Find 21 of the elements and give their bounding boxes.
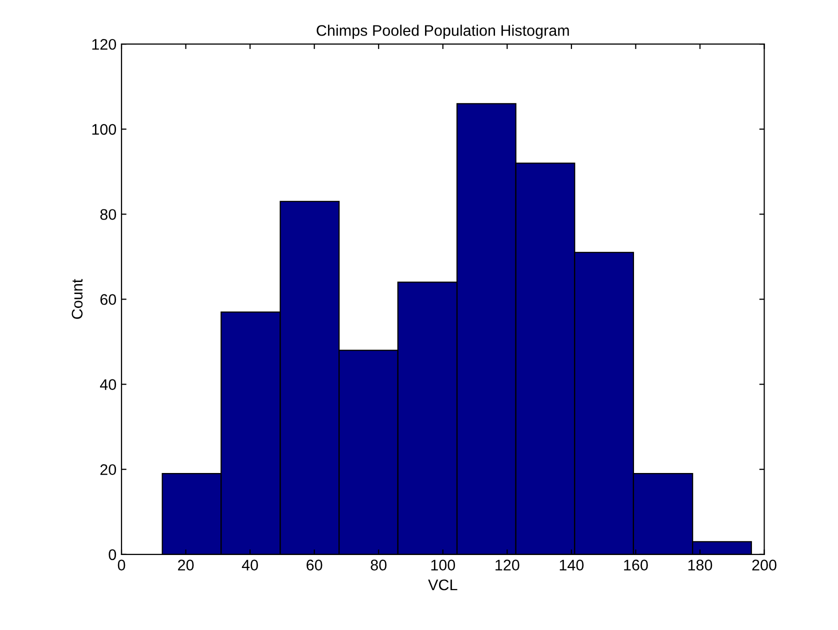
x-tick-label: 20 (178, 560, 194, 570)
y-tick-label: 120 (92, 38, 116, 50)
x-tick-label: 60 (306, 560, 322, 570)
y-tick-label: 80 (100, 209, 116, 220)
x-tick-label: 140 (560, 560, 584, 570)
y-tick-label: 20 (100, 464, 116, 476)
x-tick-label: 200 (752, 560, 776, 570)
y-tick-label: 60 (100, 294, 116, 305)
x-tick-label: 40 (242, 560, 258, 570)
chart-title: Chimps Pooled Population Histogram (316, 24, 569, 39)
y-tick-label: 40 (100, 379, 116, 390)
x-tick-label: 160 (624, 560, 648, 570)
x-tick-label: 120 (496, 560, 520, 570)
y-tick-label: 100 (92, 124, 116, 135)
x-axis-title: VCL (428, 579, 458, 590)
y-tick-label: 0 (108, 549, 116, 560)
x-tick-label: 180 (688, 560, 712, 570)
x-tick-label: 0 (118, 560, 126, 570)
x-tick-label: 100 (431, 560, 456, 570)
x-tick-label: 80 (370, 560, 387, 570)
y-axis-title: Count (72, 278, 83, 319)
